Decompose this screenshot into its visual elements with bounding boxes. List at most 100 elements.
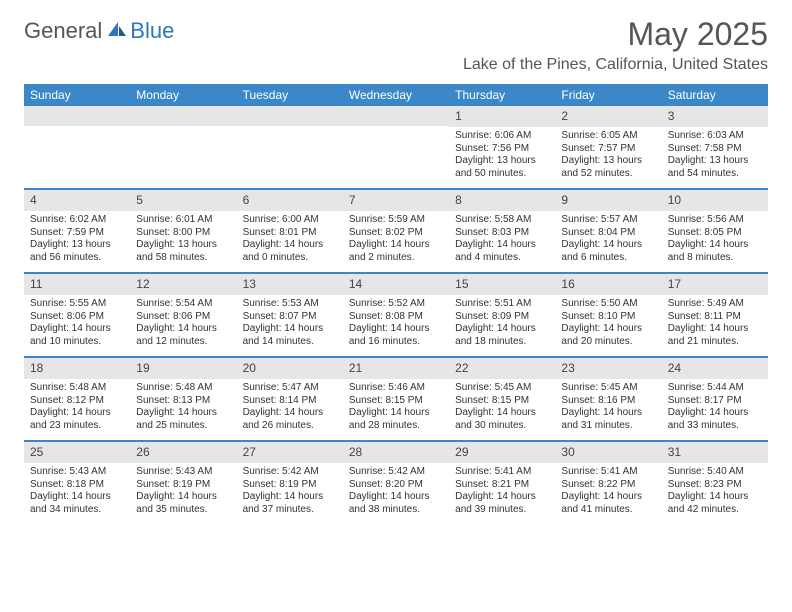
sunrise-line: Sunrise: 5:45 AM bbox=[455, 382, 549, 395]
day2-line: and 38 minutes. bbox=[349, 504, 443, 517]
sunrise-line: Sunrise: 5:51 AM bbox=[455, 298, 549, 311]
day1-line: Daylight: 13 hours bbox=[136, 239, 230, 252]
day1-line: Daylight: 14 hours bbox=[30, 407, 124, 420]
sunrise-line: Sunrise: 6:02 AM bbox=[30, 214, 124, 227]
location: Lake of the Pines, California, United St… bbox=[463, 56, 768, 74]
sunrise-line: Sunrise: 5:59 AM bbox=[349, 214, 443, 227]
day1-line: Daylight: 14 hours bbox=[30, 491, 124, 504]
day-body: Sunrise: 6:06 AMSunset: 7:56 PMDaylight:… bbox=[449, 127, 555, 184]
title-block: May 2025 Lake of the Pines, California, … bbox=[463, 18, 768, 74]
day2-line: and 0 minutes. bbox=[243, 252, 337, 265]
day1-line: Daylight: 14 hours bbox=[349, 323, 443, 336]
calendar-page: General Blue May 2025 Lake of the Pines,… bbox=[0, 0, 792, 534]
brand-logo: General Blue bbox=[24, 18, 174, 44]
day-number: 27 bbox=[237, 442, 343, 463]
day-body: Sunrise: 5:43 AMSunset: 8:18 PMDaylight:… bbox=[24, 463, 130, 520]
day1-line: Daylight: 14 hours bbox=[561, 491, 655, 504]
day1-line: Daylight: 14 hours bbox=[243, 323, 337, 336]
day-number bbox=[24, 106, 130, 126]
day-body: Sunrise: 5:46 AMSunset: 8:15 PMDaylight:… bbox=[343, 379, 449, 436]
day-cell: 26Sunrise: 5:43 AMSunset: 8:19 PMDayligh… bbox=[130, 442, 236, 524]
day-number: 17 bbox=[662, 274, 768, 295]
sunrise-line: Sunrise: 5:43 AM bbox=[136, 466, 230, 479]
day-number bbox=[237, 106, 343, 126]
day-body: Sunrise: 5:59 AMSunset: 8:02 PMDaylight:… bbox=[343, 211, 449, 268]
sunset-line: Sunset: 8:09 PM bbox=[455, 311, 549, 324]
day-number: 31 bbox=[662, 442, 768, 463]
sunrise-line: Sunrise: 5:41 AM bbox=[455, 466, 549, 479]
day-body: Sunrise: 6:00 AMSunset: 8:01 PMDaylight:… bbox=[237, 211, 343, 268]
day-number: 25 bbox=[24, 442, 130, 463]
day-number: 6 bbox=[237, 190, 343, 211]
sunset-line: Sunset: 8:06 PM bbox=[30, 311, 124, 324]
month-title: May 2025 bbox=[463, 18, 768, 50]
day2-line: and 18 minutes. bbox=[455, 336, 549, 349]
sunrise-line: Sunrise: 5:55 AM bbox=[30, 298, 124, 311]
day1-line: Daylight: 14 hours bbox=[349, 491, 443, 504]
sunset-line: Sunset: 8:08 PM bbox=[349, 311, 443, 324]
week-row: 25Sunrise: 5:43 AMSunset: 8:18 PMDayligh… bbox=[24, 440, 768, 524]
day-cell: 13Sunrise: 5:53 AMSunset: 8:07 PMDayligh… bbox=[237, 274, 343, 356]
weekday-label: Wednesday bbox=[343, 84, 449, 106]
day-cell: 3Sunrise: 6:03 AMSunset: 7:58 PMDaylight… bbox=[662, 106, 768, 188]
sunrise-line: Sunrise: 5:42 AM bbox=[243, 466, 337, 479]
weeks-container: 1Sunrise: 6:06 AMSunset: 7:56 PMDaylight… bbox=[24, 106, 768, 524]
sunrise-line: Sunrise: 5:57 AM bbox=[561, 214, 655, 227]
day1-line: Daylight: 14 hours bbox=[668, 239, 762, 252]
sunrise-line: Sunrise: 5:50 AM bbox=[561, 298, 655, 311]
day-body: Sunrise: 6:05 AMSunset: 7:57 PMDaylight:… bbox=[555, 127, 661, 184]
day-body: Sunrise: 5:51 AMSunset: 8:09 PMDaylight:… bbox=[449, 295, 555, 352]
day-body: Sunrise: 6:02 AMSunset: 7:59 PMDaylight:… bbox=[24, 211, 130, 268]
day2-line: and 25 minutes. bbox=[136, 420, 230, 433]
day-body: Sunrise: 6:03 AMSunset: 7:58 PMDaylight:… bbox=[662, 127, 768, 184]
day-cell: 2Sunrise: 6:05 AMSunset: 7:57 PMDaylight… bbox=[555, 106, 661, 188]
week-row: 1Sunrise: 6:06 AMSunset: 7:56 PMDaylight… bbox=[24, 106, 768, 188]
weekday-label: Friday bbox=[555, 84, 661, 106]
day-cell bbox=[24, 106, 130, 188]
day-number: 21 bbox=[343, 358, 449, 379]
day-body: Sunrise: 5:48 AMSunset: 8:12 PMDaylight:… bbox=[24, 379, 130, 436]
day-cell: 24Sunrise: 5:44 AMSunset: 8:17 PMDayligh… bbox=[662, 358, 768, 440]
day-cell: 1Sunrise: 6:06 AMSunset: 7:56 PMDaylight… bbox=[449, 106, 555, 188]
sunset-line: Sunset: 8:17 PM bbox=[668, 395, 762, 408]
sunset-line: Sunset: 8:13 PM bbox=[136, 395, 230, 408]
day-body: Sunrise: 5:45 AMSunset: 8:16 PMDaylight:… bbox=[555, 379, 661, 436]
sunset-line: Sunset: 8:11 PM bbox=[668, 311, 762, 324]
weekday-label: Tuesday bbox=[237, 84, 343, 106]
sunrise-line: Sunrise: 5:42 AM bbox=[349, 466, 443, 479]
day-body: Sunrise: 5:42 AMSunset: 8:19 PMDaylight:… bbox=[237, 463, 343, 520]
weekday-header: SundayMondayTuesdayWednesdayThursdayFrid… bbox=[24, 84, 768, 106]
sunset-line: Sunset: 8:23 PM bbox=[668, 479, 762, 492]
day-cell: 19Sunrise: 5:48 AMSunset: 8:13 PMDayligh… bbox=[130, 358, 236, 440]
sunrise-line: Sunrise: 5:54 AM bbox=[136, 298, 230, 311]
day2-line: and 12 minutes. bbox=[136, 336, 230, 349]
sunrise-line: Sunrise: 5:46 AM bbox=[349, 382, 443, 395]
day2-line: and 31 minutes. bbox=[561, 420, 655, 433]
sunset-line: Sunset: 8:01 PM bbox=[243, 227, 337, 240]
day-number: 15 bbox=[449, 274, 555, 295]
weekday-label: Sunday bbox=[24, 84, 130, 106]
day-cell: 16Sunrise: 5:50 AMSunset: 8:10 PMDayligh… bbox=[555, 274, 661, 356]
day2-line: and 30 minutes. bbox=[455, 420, 549, 433]
day-number: 19 bbox=[130, 358, 236, 379]
sunset-line: Sunset: 8:18 PM bbox=[30, 479, 124, 492]
sunrise-line: Sunrise: 5:49 AM bbox=[668, 298, 762, 311]
week-row: 4Sunrise: 6:02 AMSunset: 7:59 PMDaylight… bbox=[24, 188, 768, 272]
day-cell: 17 Sunrise: 5:49 AMSunset: 8:11 PMDayligh… bbox=[662, 274, 768, 356]
day2-line: and 52 minutes. bbox=[561, 168, 655, 181]
sunset-line: Sunset: 8:04 PM bbox=[561, 227, 655, 240]
day1-line: Daylight: 14 hours bbox=[668, 491, 762, 504]
day-cell bbox=[237, 106, 343, 188]
day1-line: Daylight: 14 hours bbox=[349, 239, 443, 252]
sunrise-line: Sunrise: 5:53 AM bbox=[243, 298, 337, 311]
day-number: 14 bbox=[343, 274, 449, 295]
header: General Blue May 2025 Lake of the Pines,… bbox=[24, 18, 768, 74]
day1-line: Daylight: 14 hours bbox=[668, 323, 762, 336]
day-cell: 15Sunrise: 5:51 AMSunset: 8:09 PMDayligh… bbox=[449, 274, 555, 356]
sunset-line: Sunset: 7:57 PM bbox=[561, 143, 655, 156]
day1-line: Daylight: 14 hours bbox=[243, 239, 337, 252]
day-cell: 6Sunrise: 6:00 AMSunset: 8:01 PMDaylight… bbox=[237, 190, 343, 272]
day-number: 11 bbox=[24, 274, 130, 295]
day1-line: Daylight: 14 hours bbox=[561, 407, 655, 420]
day-number: 29 bbox=[449, 442, 555, 463]
